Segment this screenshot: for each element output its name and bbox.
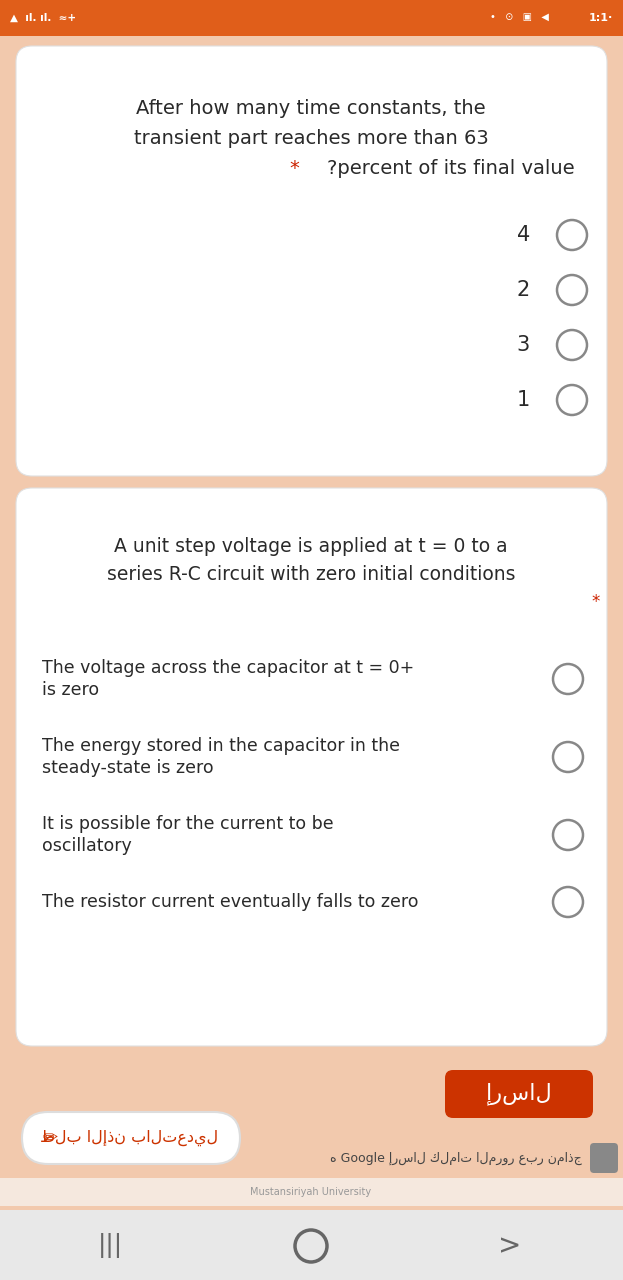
Text: steady-state is zero: steady-state is zero — [42, 759, 214, 777]
Text: 1:1·: 1:1· — [589, 13, 613, 23]
Text: طلب الإذن بالتعديل: طلب الإذن بالتعديل — [40, 1130, 218, 1146]
Text: is zero: is zero — [42, 681, 99, 699]
Text: Mustansiriyah University: Mustansiriyah University — [250, 1187, 371, 1197]
Text: After how many time constants, the: After how many time constants, the — [136, 99, 486, 118]
Text: transient part reaches more than 63: transient part reaches more than 63 — [133, 128, 488, 147]
FancyBboxPatch shape — [22, 1112, 240, 1164]
Text: 1: 1 — [516, 390, 530, 410]
Text: •   ⊙   ▣   ◀: • ⊙ ▣ ◀ — [490, 13, 549, 23]
Text: A unit step voltage is applied at t = 0 to a: A unit step voltage is applied at t = 0 … — [114, 536, 508, 556]
FancyBboxPatch shape — [445, 1070, 593, 1117]
Text: The voltage across the capacitor at t = 0+: The voltage across the capacitor at t = … — [42, 659, 414, 677]
Text: ?percent of its final value: ?percent of its final value — [327, 159, 575, 178]
Text: 2: 2 — [516, 280, 530, 300]
Text: ▲  ıl. ıl.  ≈+: ▲ ıl. ıl. ≈+ — [10, 13, 76, 23]
Text: The energy stored in the capacitor in the: The energy stored in the capacitor in th… — [42, 737, 400, 755]
Text: The resistor current eventually falls to zero: The resistor current eventually falls to… — [42, 893, 419, 911]
Text: ه Google إرسال كلمات المرور عبر نماذج: ه Google إرسال كلمات المرور عبر نماذج — [330, 1151, 582, 1165]
Text: 4: 4 — [516, 225, 530, 244]
FancyBboxPatch shape — [0, 0, 623, 36]
Text: *: * — [290, 159, 306, 178]
FancyBboxPatch shape — [590, 1143, 618, 1172]
Text: ✏: ✏ — [42, 1129, 57, 1147]
Text: It is possible for the current to be: It is possible for the current to be — [42, 815, 334, 833]
Text: 3: 3 — [516, 335, 530, 355]
Text: |||: ||| — [97, 1234, 123, 1258]
Text: إرسال: إرسال — [485, 1083, 553, 1106]
FancyBboxPatch shape — [16, 46, 607, 476]
Text: series R-C circuit with zero initial conditions: series R-C circuit with zero initial con… — [107, 564, 515, 584]
Text: *: * — [592, 593, 600, 611]
Text: >: > — [498, 1231, 521, 1260]
FancyBboxPatch shape — [0, 1178, 623, 1206]
FancyBboxPatch shape — [0, 1210, 623, 1280]
Text: oscillatory: oscillatory — [42, 837, 131, 855]
FancyBboxPatch shape — [16, 488, 607, 1046]
